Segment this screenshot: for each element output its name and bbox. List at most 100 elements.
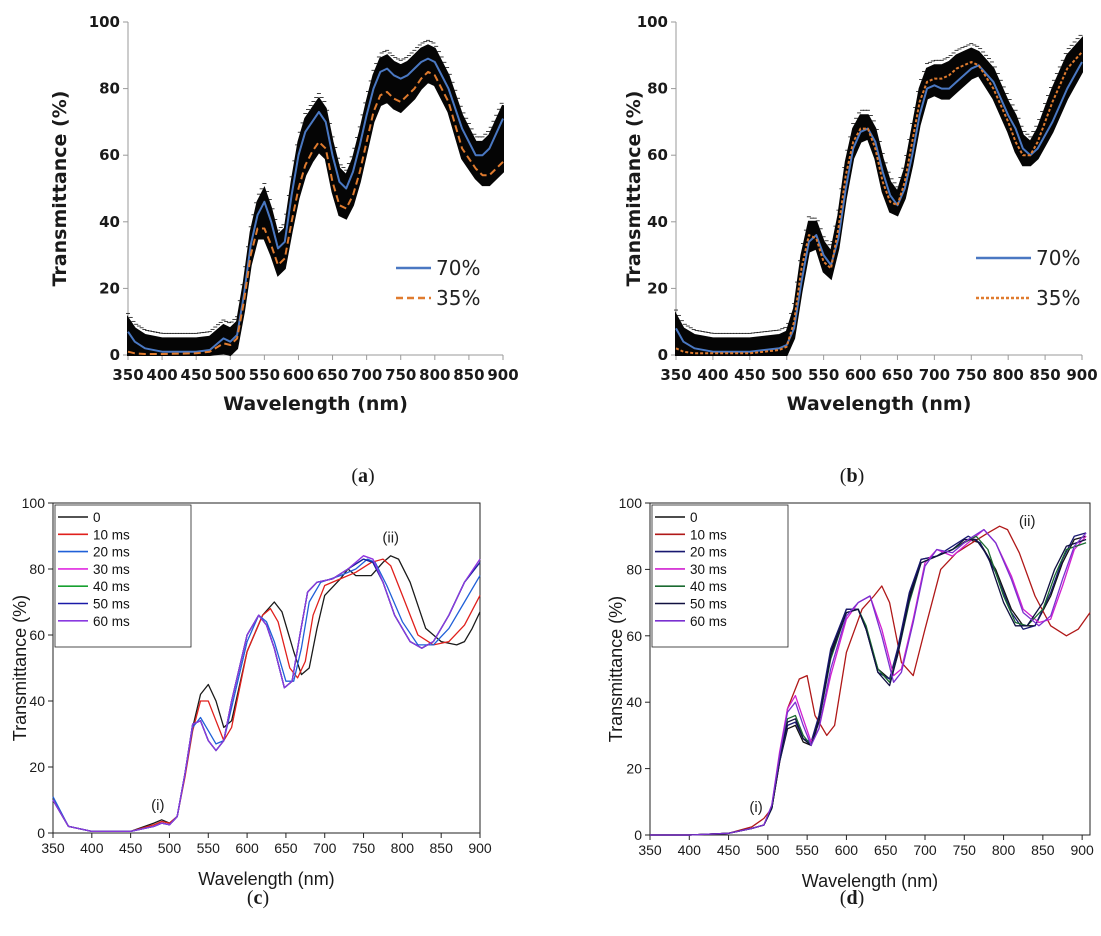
legend-label: 70% bbox=[436, 256, 480, 280]
plot-frame bbox=[649, 502, 1091, 836]
panel-label: (a) bbox=[351, 465, 374, 487]
series-line-10-ms bbox=[52, 558, 481, 833]
error-band bbox=[127, 44, 504, 357]
legend-label: 30 ms bbox=[93, 562, 130, 577]
y-tick-label: 0 bbox=[37, 825, 45, 841]
legend-label: 40 ms bbox=[690, 579, 727, 594]
chart-panel-b: 0 20 40 60 80 100 350 400 450 500 550 600 650 700 750 8… bbox=[623, 13, 1098, 487]
series-line-60-ms bbox=[650, 528, 1087, 836]
x-tick-label: 550 bbox=[197, 840, 221, 856]
legend-label: 20 ms bbox=[690, 545, 727, 560]
legend-label: 10 ms bbox=[690, 527, 727, 542]
y-tick-label: 80 bbox=[626, 561, 642, 577]
x-tick-label: 750 bbox=[956, 366, 987, 384]
x-tick-label: 850 bbox=[453, 366, 484, 384]
y-tick-label: 80 bbox=[99, 80, 120, 98]
annotation: (ii) bbox=[382, 530, 399, 547]
chart-panel-d: 0 20 40 60 80 100 350 400 450 500 550 600 650 700 750 8… bbox=[606, 495, 1094, 909]
x-tick-label: 850 bbox=[430, 840, 454, 856]
y-tick-label: 0 bbox=[110, 346, 120, 364]
x-tick-label: 900 bbox=[1066, 366, 1097, 384]
error-band bbox=[675, 36, 1083, 356]
y-tick-label: 60 bbox=[647, 146, 668, 164]
y-tick-label: 80 bbox=[647, 80, 668, 98]
series-line-60-ms bbox=[52, 555, 481, 833]
y-tick-label: 40 bbox=[626, 694, 642, 710]
x-tick-label: 600 bbox=[845, 366, 876, 384]
y-axis-label: Transmittance (%) bbox=[10, 595, 30, 741]
x-tick-label: 900 bbox=[468, 840, 492, 856]
series-line-35- bbox=[127, 70, 504, 355]
panel-label: (d) bbox=[840, 887, 864, 909]
panel-label-letter: b bbox=[846, 465, 857, 487]
x-tick-label: 650 bbox=[274, 840, 298, 856]
x-tick-label: 850 bbox=[1029, 366, 1060, 384]
x-tick-label: 700 bbox=[351, 366, 382, 384]
y-axis-label: Transmittance (%) bbox=[623, 91, 645, 287]
x-tick-label: 450 bbox=[734, 366, 765, 384]
x-tick-label: 500 bbox=[158, 840, 182, 856]
legend-box bbox=[651, 504, 789, 648]
legend-label: 50 ms bbox=[690, 597, 727, 612]
x-axis-label: Wavelength (nm) bbox=[223, 393, 408, 415]
y-tick-label: 0 bbox=[658, 346, 668, 364]
y-tick-label: 20 bbox=[99, 279, 120, 297]
panel-label-open: ( bbox=[840, 887, 847, 909]
y-tick-label: 100 bbox=[89, 13, 120, 31]
y-tick-label: 40 bbox=[99, 213, 120, 231]
panel-label-close: ) bbox=[262, 887, 269, 909]
y-tick-label: 40 bbox=[29, 693, 45, 709]
x-axis-label: Wavelength (nm) bbox=[787, 393, 972, 415]
panel-label-open: ( bbox=[840, 465, 847, 487]
y-tick-label: 40 bbox=[647, 213, 668, 231]
annotation: (i) bbox=[151, 797, 164, 814]
y-tick-label: 100 bbox=[22, 495, 46, 511]
x-tick-label: 650 bbox=[882, 366, 913, 384]
x-tick-label: 800 bbox=[391, 840, 415, 856]
y-tick-label: 60 bbox=[29, 627, 45, 643]
y-tick-label: 100 bbox=[619, 495, 643, 511]
y-tick-label: 20 bbox=[626, 761, 642, 777]
y-tick-label: 80 bbox=[29, 561, 45, 577]
panel-label-letter: a bbox=[358, 465, 368, 487]
annotation: (i) bbox=[749, 799, 762, 816]
x-tick-label: 700 bbox=[313, 840, 337, 856]
x-tick-label: 600 bbox=[283, 366, 314, 384]
legend-label: 60 ms bbox=[690, 614, 727, 629]
series-line-35- bbox=[675, 51, 1083, 355]
x-tick-label: 350 bbox=[660, 366, 691, 384]
y-tick-label: 20 bbox=[647, 279, 668, 297]
legend-label: 0 bbox=[690, 510, 698, 525]
x-tick-label: 400 bbox=[146, 366, 177, 384]
x-tick-label: 600 bbox=[835, 842, 859, 858]
chart-panel-c: 0 20 40 60 80 100 350 400 450 500 550 600 650 700 750 8… bbox=[10, 495, 492, 909]
x-tick-label: 900 bbox=[487, 366, 518, 384]
legend-label: 35% bbox=[436, 286, 480, 310]
x-tick-label: 800 bbox=[992, 842, 1016, 858]
panel-label-letter: d bbox=[846, 887, 857, 909]
x-tick-label: 900 bbox=[1070, 842, 1094, 858]
x-tick-label: 700 bbox=[913, 842, 937, 858]
x-tick-label: 400 bbox=[697, 366, 728, 384]
x-tick-label: 650 bbox=[874, 842, 898, 858]
x-axis-label: Wavelength (nm) bbox=[802, 871, 938, 891]
x-tick-label: 750 bbox=[385, 366, 416, 384]
x-tick-label: 550 bbox=[249, 366, 280, 384]
x-tick-label: 750 bbox=[352, 840, 376, 856]
x-tick-label: 500 bbox=[756, 842, 780, 858]
x-tick-label: 400 bbox=[678, 842, 702, 858]
x-tick-label: 800 bbox=[419, 366, 450, 384]
y-tick-label: 100 bbox=[637, 13, 668, 31]
panel-label-open: ( bbox=[351, 465, 358, 487]
x-tick-label: 650 bbox=[317, 366, 348, 384]
y-tick-label: 60 bbox=[99, 146, 120, 164]
x-tick-label: 700 bbox=[919, 366, 950, 384]
x-tick-label: 350 bbox=[638, 842, 662, 858]
legend-box bbox=[54, 504, 192, 648]
legend-label: 60 ms bbox=[93, 614, 130, 629]
x-axis-label: Wavelength (nm) bbox=[198, 869, 334, 889]
x-tick-label: 400 bbox=[80, 840, 104, 856]
plot-frame bbox=[52, 502, 481, 834]
